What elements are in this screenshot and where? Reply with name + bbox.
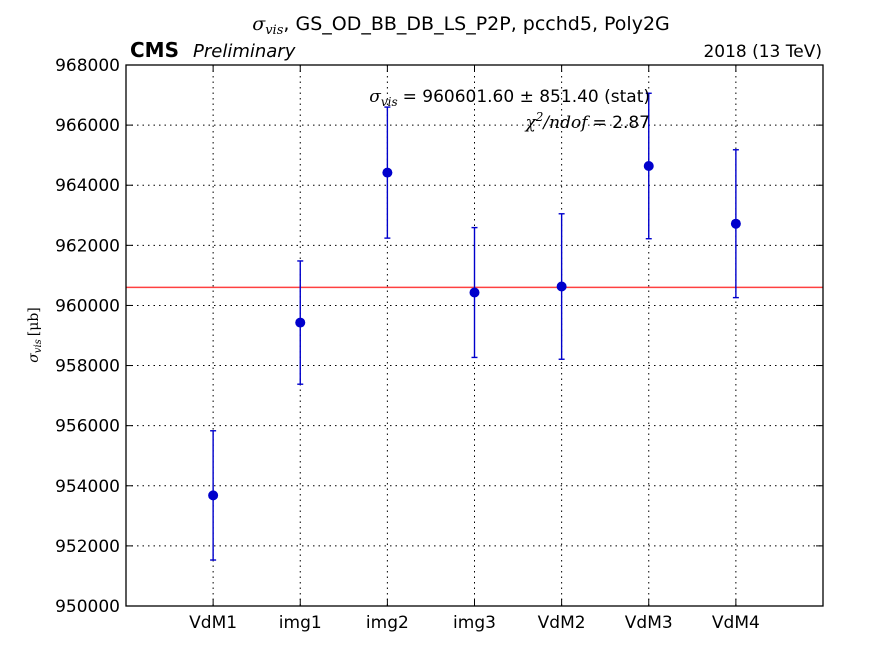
plot-frame bbox=[125, 64, 824, 607]
x-tick-label: img1 bbox=[279, 613, 322, 633]
data-point bbox=[382, 167, 393, 178]
data-points bbox=[208, 92, 741, 561]
ylabel-symbol-sub: vis bbox=[33, 339, 44, 353]
sigma-annotation: σvis = 960601.60 ± 851.40 (stat) bbox=[369, 87, 650, 109]
data-point bbox=[730, 218, 741, 229]
chi2-exp: 2 bbox=[535, 110, 544, 124]
y-tick-label: 960000 bbox=[55, 296, 120, 316]
sigma-annot-symbol: σ bbox=[369, 87, 381, 107]
x-tick-label: VdM1 bbox=[189, 613, 237, 633]
x-tick-label: img3 bbox=[453, 613, 496, 633]
y-tick-label: 958000 bbox=[55, 357, 120, 377]
chi2-value: = 2.87 bbox=[593, 113, 651, 133]
y-tick-label: 950000 bbox=[55, 597, 120, 617]
y-tick-label: 964000 bbox=[55, 176, 120, 196]
x-tick-label: VdM3 bbox=[625, 613, 673, 633]
y-tick-label: 962000 bbox=[55, 236, 120, 256]
y-axis-ticks: 950000 952000 954000 956000 958000 960000 9620… bbox=[55, 56, 823, 617]
chart-title: σvis, GS_OD_BB_DB_LS_P2P, pcchd5, Poly2G bbox=[252, 13, 670, 38]
y-tick-label: 968000 bbox=[55, 56, 120, 76]
status-label: Preliminary bbox=[193, 41, 296, 62]
x-tick-label: VdM4 bbox=[712, 613, 760, 633]
title-symbol-sub: vis bbox=[265, 23, 284, 38]
sigma-annot-value: = 960601.60 ± 851.40 (stat) bbox=[403, 87, 650, 107]
chi2-annotation: χ2/ndof = 2.87 bbox=[524, 110, 650, 133]
y-axis-label: σvis [μb] bbox=[26, 307, 44, 363]
experiment-label: CMS bbox=[130, 38, 179, 62]
y-tick-label: 954000 bbox=[55, 477, 120, 497]
x-axis-ticks: VdM1 img1 img2 img3 VdM2 VdM3 VdM4 bbox=[189, 65, 760, 633]
y-tick-label: 952000 bbox=[55, 537, 120, 557]
data-point bbox=[469, 287, 480, 298]
x-tick-label: VdM2 bbox=[538, 613, 586, 633]
x-tick-label: img2 bbox=[366, 613, 409, 633]
title-text: , GS_OD_BB_DB_LS_P2P, pcchd5, Poly2G bbox=[283, 13, 669, 35]
title-symbol: σ bbox=[252, 13, 266, 35]
sigma-annot-sub: vis bbox=[381, 95, 398, 109]
data-point bbox=[295, 317, 306, 328]
data-point bbox=[643, 160, 654, 171]
energy-label: 2018 (13 TeV) bbox=[703, 42, 822, 62]
ylabel-unit: [μb] bbox=[26, 307, 42, 336]
chi2-symbol: χ bbox=[524, 113, 537, 133]
data-point bbox=[556, 281, 567, 292]
y-tick-label: 956000 bbox=[55, 417, 120, 437]
y-tick-label: 966000 bbox=[55, 116, 120, 136]
chi2-rest: /ndof bbox=[541, 113, 590, 133]
ylabel-symbol: σ bbox=[26, 353, 42, 363]
data-point bbox=[208, 490, 219, 501]
